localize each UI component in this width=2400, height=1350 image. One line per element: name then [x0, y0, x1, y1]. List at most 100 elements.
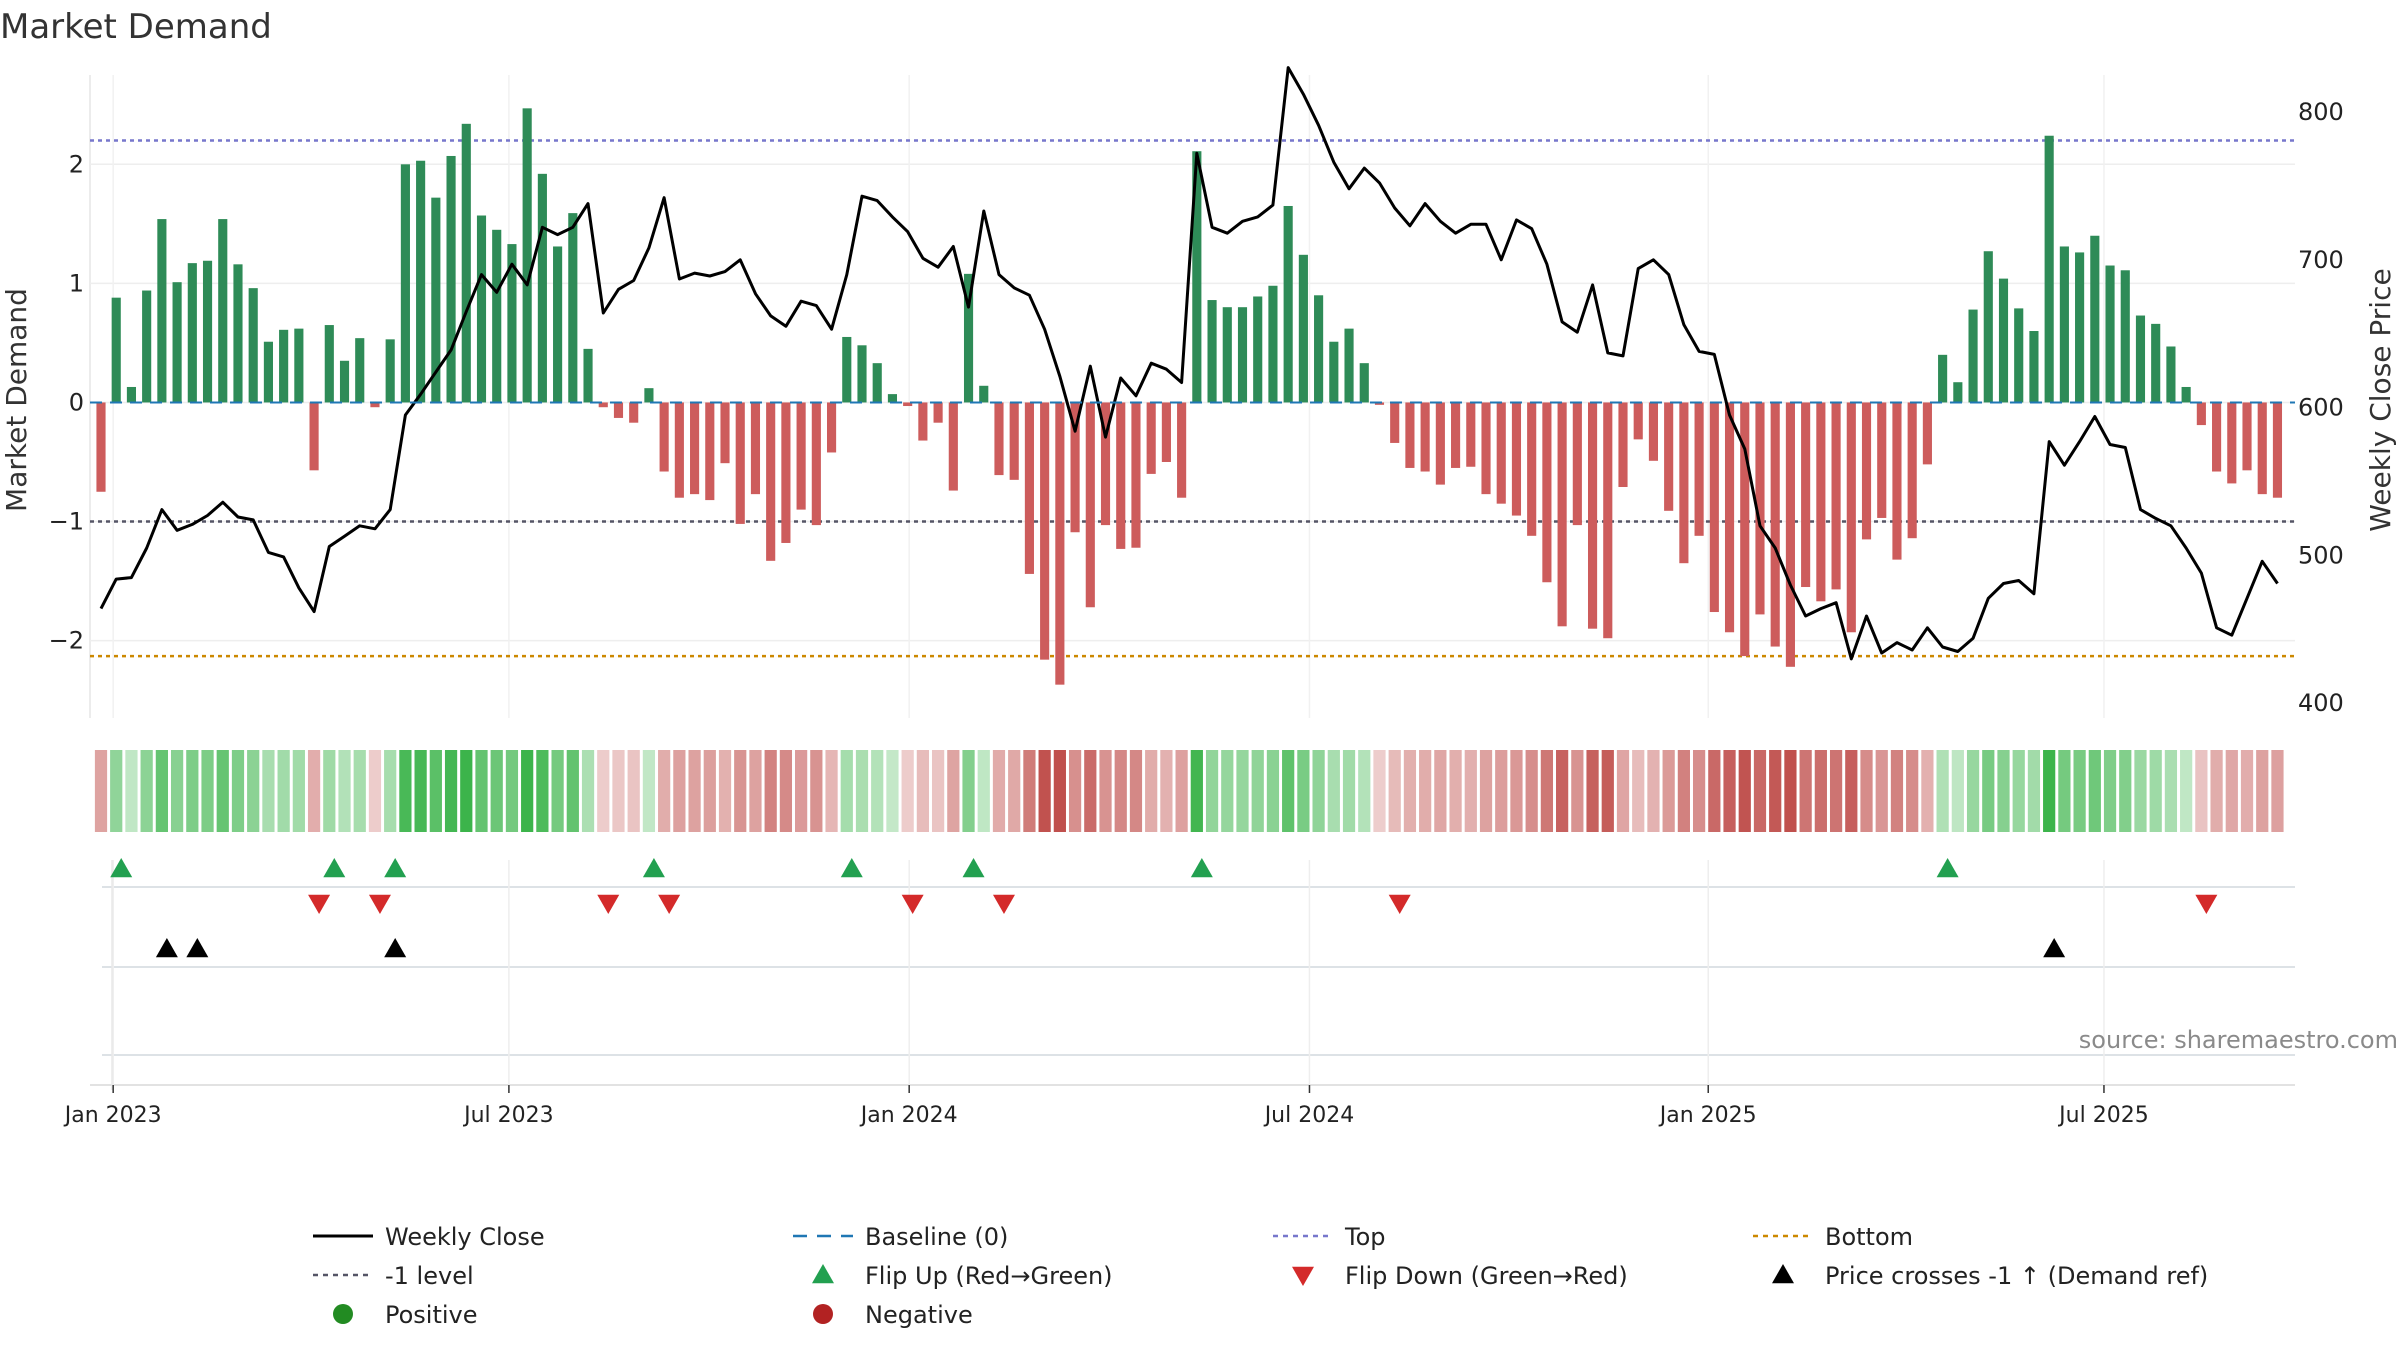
- positive-demand-bar: [2166, 346, 2176, 403]
- positive-demand-bar: [1298, 254, 1308, 403]
- negative-demand-bar: [781, 402, 791, 543]
- negative-demand-bar: [1587, 402, 1598, 629]
- heat-cell: [490, 750, 503, 832]
- flip-up-marker: [1190, 858, 1213, 878]
- negative-demand-bar: [994, 402, 1004, 476]
- y-tick-left: 0: [69, 388, 84, 416]
- positive-demand-bar: [461, 123, 471, 403]
- heat-cell: [505, 750, 519, 832]
- heat-cell: [1921, 750, 1934, 832]
- positive-demand-bar: [507, 244, 517, 403]
- heat-cell: [1099, 750, 1112, 832]
- heat-cell: [840, 750, 853, 832]
- negative-demand-bar: [1451, 402, 1461, 468]
- negative-demand-bar: [1009, 402, 1019, 480]
- heat-cell: [186, 750, 199, 832]
- heat-cell: [1616, 750, 1630, 832]
- heat-cell: [94, 750, 108, 832]
- negative-demand-bar: [826, 402, 837, 453]
- heat-cell: [338, 750, 351, 832]
- heat-cell: [1114, 750, 1127, 832]
- heat-cell: [1769, 750, 1782, 832]
- heat-cell: [1266, 750, 1280, 832]
- heat-cell: [2195, 750, 2208, 832]
- negative-demand-bar: [1374, 402, 1385, 405]
- negative-demand-bar: [1694, 402, 1704, 536]
- heat-cell: [1327, 750, 1340, 832]
- heat-cell: [1479, 750, 1493, 832]
- negative-demand-bar: [1161, 402, 1171, 462]
- heat-cell: [1556, 750, 1569, 832]
- x-tick-label: Jul 2023: [462, 1103, 554, 1128]
- positive-demand-bar: [1222, 307, 1232, 403]
- negative-demand-bar: [2227, 402, 2237, 484]
- negative-demand-bar: [1040, 402, 1050, 660]
- positive-demand-bar: [553, 246, 563, 403]
- positive-demand-bar: [279, 329, 289, 403]
- heat-cell: [1982, 750, 1995, 832]
- heat-cell: [612, 750, 625, 832]
- legend-item: Weekly Close: [313, 1223, 545, 1251]
- heat-cell: [1860, 750, 1873, 832]
- negative-demand-bar: [1572, 402, 1582, 526]
- legend-swatch: [1292, 1266, 1314, 1286]
- negative-demand-bar: [1496, 402, 1506, 504]
- y-tick-left: 1: [69, 269, 84, 297]
- heat-cell: [1829, 750, 1843, 832]
- y-tick-right: 800: [2298, 98, 2344, 126]
- heat-cell: [201, 750, 214, 832]
- heat-cell: [1175, 750, 1188, 832]
- heat-cell: [1068, 750, 1082, 832]
- positive-demand-bar: [2120, 270, 2130, 403]
- negative-demand-bar: [1648, 402, 1659, 461]
- price-cross-marker: [2043, 938, 2066, 958]
- positive-demand-bar: [400, 164, 410, 403]
- legend-item: -1 level: [313, 1262, 474, 1290]
- heat-cell: [1875, 750, 1888, 832]
- heat-cell: [1632, 750, 1645, 832]
- heat-cell: [2088, 750, 2101, 832]
- heat-cell: [1205, 750, 1219, 832]
- heat-cell: [1662, 750, 1675, 832]
- flip-up-marker: [110, 858, 133, 878]
- negative-demand-bar: [1420, 402, 1430, 472]
- heat-cell: [384, 750, 397, 832]
- legend-item: Bottom: [1753, 1223, 1913, 1251]
- heat-cell: [566, 750, 579, 832]
- positive-demand-bar: [202, 260, 213, 403]
- heat-cell: [170, 750, 184, 832]
- negative-demand-bar: [766, 402, 776, 561]
- heat-cell: [1312, 750, 1325, 832]
- heat-cell: [1906, 750, 1919, 832]
- flip-down-marker: [368, 894, 391, 914]
- chart-title: Market Demand: [0, 7, 272, 47]
- y-ticks: 2 1 0 −1 −2 800 700 600 500 400: [49, 98, 2344, 717]
- positive-demand-bar: [492, 229, 502, 403]
- heat-cell: [1951, 750, 1964, 832]
- heat-cell: [155, 750, 168, 832]
- heat-cell: [1601, 750, 1614, 832]
- heat-cell: [1966, 750, 1980, 832]
- heat-cell: [1373, 750, 1386, 832]
- legend: Weekly Close Baseline (0) Top Bottom -1 leve…: [313, 1223, 2208, 1329]
- positive-demand-bar: [446, 155, 456, 403]
- heat-cell: [140, 750, 153, 832]
- positive-demand-bar: [339, 360, 350, 403]
- negative-demand-bar: [1618, 402, 1628, 487]
- x-tick-label: Jul 2025: [2057, 1103, 2149, 1128]
- heat-cell: [703, 750, 716, 832]
- heat-cell: [581, 750, 595, 832]
- heat-cell: [1297, 750, 1310, 832]
- heat-cell: [688, 750, 701, 832]
- negative-demand-bar: [96, 402, 106, 492]
- positive-demand-bar: [1207, 300, 1217, 403]
- heat-cell: [2256, 750, 2269, 832]
- negative-demand-bar: [918, 402, 928, 441]
- negative-demand-bar: [629, 402, 639, 423]
- positive-demand-bar: [157, 219, 167, 403]
- negative-demand-bar: [1785, 402, 1795, 667]
- flip-up-marker: [384, 858, 407, 878]
- legend-label: Weekly Close: [385, 1223, 545, 1251]
- x-tick-label: Jul 2024: [1263, 1103, 1355, 1128]
- positive-demand-bar: [126, 386, 137, 403]
